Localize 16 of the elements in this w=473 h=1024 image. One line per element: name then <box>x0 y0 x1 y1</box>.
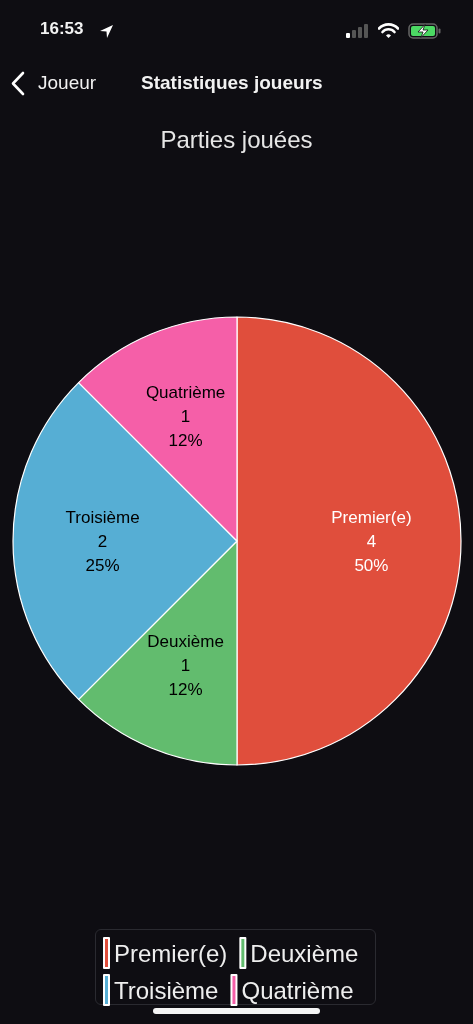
text: 16:53 <box>40 19 84 39</box>
data-label: 4 50% <box>354 531 389 575</box>
legend-label: Premier(e) <box>114 939 228 967</box>
slice-label: Premier(e) <box>331 507 412 527</box>
text: Joueur <box>38 72 97 94</box>
text: Statistiques joueurs <box>141 72 323 94</box>
data-label: 1 12% <box>168 407 203 451</box>
data-label: 2 25% <box>85 531 120 575</box>
slice-label: Deuxième <box>147 631 224 651</box>
legend-label: Quatrième <box>241 976 354 1004</box>
data-label: 1 12% <box>168 655 203 699</box>
slice-label: Troisième <box>65 507 140 527</box>
chart-title: Parties jouées <box>160 125 313 153</box>
legend-label: Deuxième <box>250 939 359 967</box>
slice-label: Quatrième <box>145 383 226 403</box>
legend-label: Troisième <box>114 976 219 1004</box>
